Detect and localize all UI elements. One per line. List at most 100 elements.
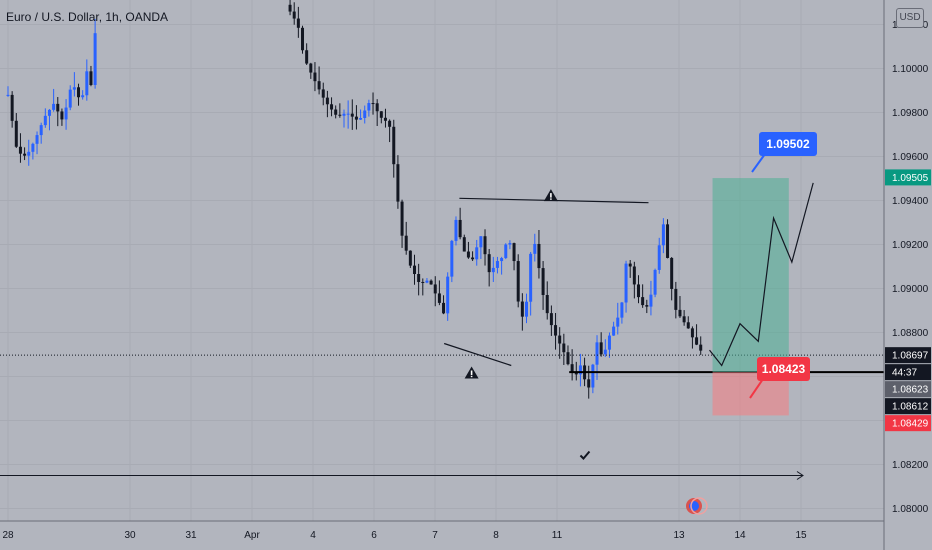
price-tag-label: 1.08697 [892,351,929,362]
candle-body [296,18,300,28]
candle-body [454,219,458,241]
price-tag-label: 44:37 [892,368,917,379]
candle-body [47,109,51,116]
warning-icon-dot [550,198,552,200]
candle-body [23,153,27,156]
candle-body [18,146,22,154]
chart-title[interactable]: Euro / U.S. Dollar, 1h, OANDA [6,10,169,24]
candle-body [64,107,68,120]
price-tick-label: 1.10000 [892,64,929,75]
price-tags: 1.09505 1.08697 44:37 1.08623 1.08612 1.08429 [885,169,931,432]
candle-body [504,244,508,259]
candle-body [10,94,14,121]
price-tag-label: 1.08429 [892,419,929,430]
long-position-target-zone[interactable] [712,178,789,373]
us-flag-icon [690,497,708,515]
candle-body [60,111,64,120]
candle-body [77,87,81,98]
candle-body [599,342,603,355]
candle-body [442,302,446,314]
candle-body [317,81,321,90]
candle-body [462,237,466,252]
candle-body [379,111,383,118]
candle-body [93,33,97,85]
target-callout-label: 1.09502 [766,137,810,151]
candle-body [554,325,558,336]
candle-body [56,103,60,112]
drawings[interactable]: 1.09502 1.08423 [0,132,884,480]
candle-body [425,280,429,283]
candle-body [400,201,404,236]
candle-body [549,313,553,326]
time-tick-label: 4 [310,530,316,541]
candle-body [525,301,528,317]
projection-path-drawing[interactable] [709,182,814,367]
candle-body [632,266,636,285]
time-tick-label: 28 [2,530,14,541]
candle-body [388,120,392,127]
candle-body [288,4,292,12]
candle-body [325,97,329,105]
price-tick-label: 1.08200 [892,460,929,471]
candle-body [512,243,516,262]
candle-body [31,143,35,152]
candle-body [68,89,72,108]
candle-body [52,103,56,110]
candle-body [670,257,674,289]
currency-button[interactable]: USD [896,8,924,28]
candle-body [359,118,363,120]
warning-icon-dot [470,375,473,378]
price-tag-bg [885,169,931,186]
candle-body [661,224,665,246]
price-tick-label: 1.08000 [892,504,929,515]
candle-body [404,235,408,251]
candle-body [653,269,657,295]
time-tick-label: 30 [124,530,136,541]
time-tick-label: 15 [795,530,807,541]
candle-body [346,113,350,115]
stop-callout-box[interactable] [757,357,810,381]
time-tick-label: 11 [552,530,563,541]
candle-body [483,236,487,255]
candle-body [313,72,317,82]
candle-body [699,344,703,351]
candle-body [495,261,499,268]
candle-body [487,254,491,273]
candle-body [81,95,85,98]
candle-body [578,365,582,375]
candle-body [429,280,433,285]
candle-body [628,263,632,267]
candle-body [450,240,454,277]
candle-body [363,110,367,118]
price-tick-label: 1.08800 [892,328,929,339]
candle-body [342,113,346,116]
candle-body [603,349,607,355]
candle-body [35,135,39,144]
candle-body [392,126,396,165]
candle-body [570,364,574,372]
time-tick-label: 14 [734,530,746,541]
candle-body [72,87,76,90]
candle-body [595,342,599,365]
time-tick-label: 6 [371,530,377,541]
economic-events[interactable] [686,497,708,515]
candle-body [686,322,690,329]
candle-body [408,250,412,266]
trendline-drawing[interactable] [443,342,512,367]
candle-body [520,301,524,317]
time-scale[interactable]: 28 30 31 Apr 4 6 7 8 11 13 14 15 [2,530,807,541]
candle-body [471,257,475,260]
target-callout-box[interactable] [759,132,817,156]
candle-body [458,219,462,238]
check-mark-icon[interactable] [579,450,591,460]
candle-body [587,379,591,388]
price-tag-bg [885,364,931,381]
warning-icon-mark [470,370,473,375]
candle-body [475,247,479,260]
candle-body [641,297,645,306]
candle-body [301,27,305,51]
candle-body [43,115,47,126]
candle-body [383,117,387,121]
